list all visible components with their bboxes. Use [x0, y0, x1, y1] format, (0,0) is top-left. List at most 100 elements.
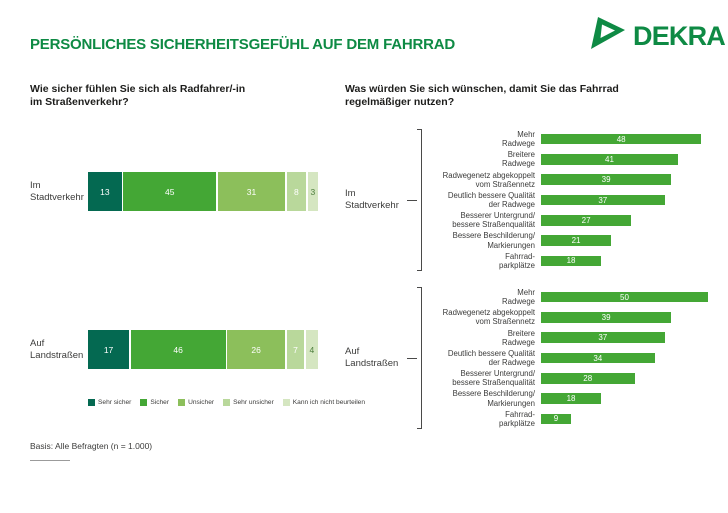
group-label-line: Auf [345, 346, 360, 358]
bar-label: Deutlich bessere Qualität der Radwege [422, 191, 541, 209]
bar-label-line: Bessere Beschilderung/ [452, 389, 535, 399]
bar-label-line: Deutlich bessere Qualität [447, 190, 535, 200]
bar-label-line: Radwegenetz abgekoppelt [442, 308, 535, 318]
group-label: Im Stadtverkehr [345, 188, 407, 212]
stacked-bar-row: Auf Landstraßen 17 46 26 7 4 [30, 330, 318, 369]
stacked-bar-row: Im Stadtverkehr 13 45 31 8 3 [30, 172, 318, 211]
legend-item: Sicher [140, 399, 169, 406]
stacked-segment: 31 [217, 172, 286, 211]
bar-label-line: Radwegenetz abgekoppelt [442, 170, 535, 180]
bar-value: 39 [601, 312, 611, 322]
bar-label-line: Deutlich bessere Qualität [447, 348, 535, 358]
bar-label-line: vom Straßennetz [475, 179, 535, 189]
legend-swatch [223, 399, 231, 406]
segment-value: 31 [246, 186, 257, 197]
bar-label-line: Breitere [507, 328, 535, 338]
bar-row: Fahrrad-parkplätze 18 [422, 251, 701, 271]
question-safety-line1: Wie sicher fühlen Sie sich als Radfahrer… [30, 83, 246, 95]
bar-value: 18 [566, 394, 576, 404]
legend-label: Sehr sicher [98, 399, 132, 406]
question-wishes-line1: Was würden Sie sich wünschen, damit Sie … [345, 83, 619, 95]
segment-value: 13 [100, 186, 110, 197]
stacked-segment: 8 [286, 172, 307, 211]
bar-label-line: Bessere Beschilderung/ [452, 231, 535, 241]
bar-label-line: parkplätze [499, 418, 535, 428]
question-safety-line2: im Straßenverkehr? [30, 96, 129, 108]
basis-note: Basis: Alle Befragten (n = 1.000) [30, 441, 153, 451]
bar-value: 39 [601, 175, 611, 185]
bar-label-line: Mehr [517, 129, 535, 139]
bar-value: 18 [566, 256, 576, 266]
stacked-segment: 26 [227, 330, 286, 369]
bar: 34 [541, 352, 655, 364]
bar: 27 [541, 215, 632, 226]
bar-label-line: Radwege [502, 337, 535, 347]
bar: 37 [541, 332, 665, 343]
bar-label-line: Markierungen [487, 398, 535, 408]
bar: 9 [541, 413, 572, 425]
page-title: PERSÖNLICHES SICHERHEITSGEFÜHL AUF DEM F… [30, 36, 455, 53]
bar-value: 21 [571, 236, 581, 246]
bar-row: Radwegenetz abgekoppelt vom Straßennetz 39 [422, 170, 701, 190]
question-wishes: Was würden Sie sich wünschen, damit Sie … [345, 83, 619, 109]
legend-label: Kann ich nicht beurteilen [292, 399, 365, 406]
legend: Sehr sicher Sicher Unsicher Sehr unsicher Ka… [88, 399, 365, 406]
bar-value: 41 [605, 154, 614, 164]
bar-group: Im Stadtverkehr Mehr Radwege 48 Breitere Radwe… [345, 129, 702, 272]
bar-label-line: bessere Straßenqualität [452, 378, 535, 388]
group-bracket [417, 129, 422, 272]
group-label: Auf Landstraßen [345, 346, 407, 370]
bar-label-line: Radwege [502, 139, 535, 149]
bar-label: Fahrrad-parkplätze [422, 410, 541, 428]
stacked-segment: 7 [286, 330, 305, 369]
bar-label: Deutlich bessere Qualität der Radwege [422, 349, 541, 367]
legend-item: Kann ich nicht beurteilen [282, 399, 365, 406]
bar-value: 48 [616, 134, 626, 144]
bar-label-line: Radwege [502, 159, 535, 169]
bar-label: Breitere Radwege [422, 329, 541, 347]
bar-label: Bessere Beschilderung/Markierungen [422, 231, 541, 249]
bar-label-line: der Radwege [488, 358, 535, 368]
bar-row: Besserer Untergrund/bessere Straßenquali… [422, 210, 701, 230]
segment-value: 45 [165, 186, 175, 197]
bar-value: 27 [581, 215, 591, 225]
bar: 18 [541, 255, 602, 267]
bar-label: Mehr Radwege [422, 288, 541, 306]
bar-label-line: Radwege [502, 297, 535, 307]
bar-label: Radwegenetz abgekoppelt vom Straßennetz [422, 171, 541, 189]
bar: 28 [541, 373, 635, 384]
legend-item: Unsicher [178, 399, 214, 406]
category-label-line: Landstraßen [30, 349, 84, 361]
group-label-line: Im [345, 188, 356, 200]
legend-item: Sehr sicher [88, 399, 131, 406]
stacked-bar: 13 45 31 8 3 [88, 172, 318, 211]
stacked-segment: 13 [88, 172, 122, 211]
bar-value: 37 [598, 333, 608, 343]
group-label-line: Stadtverkehr [345, 200, 399, 212]
group-tick [407, 357, 417, 359]
bar-value: 37 [598, 195, 608, 205]
segment-value: 4 [309, 344, 315, 355]
bar-row: Radwegenetz abgekoppelt vom Straßennetz 39 [422, 307, 708, 327]
bar-value: 50 [620, 292, 629, 302]
bar-label-line: vom Straßennetz [475, 317, 535, 327]
bar-label: Besserer Untergrund/bessere Straßenquali… [422, 369, 541, 387]
bar-label-line: Fahrrad- [505, 251, 535, 261]
question-wishes-line2: regelmäßiger nutzen? [345, 96, 455, 108]
segment-value: 3 [310, 186, 316, 197]
segment-value: 46 [173, 344, 183, 355]
bar-value: 28 [583, 373, 593, 383]
bar-row: Fahrrad-parkplätze 9 [422, 409, 708, 429]
category-label: Im Stadtverkehr [30, 180, 88, 204]
bar-label-line: Besserer Untergrund/ [460, 211, 535, 221]
question-safety: Wie sicher fühlen Sie sich als Radfahrer… [30, 83, 245, 109]
stacked-bar: 17 46 26 7 4 [88, 330, 318, 369]
stacked-segment: 45 [123, 172, 217, 211]
bar: 41 [541, 154, 678, 165]
bar: 37 [541, 194, 665, 206]
bar-row: Deutlich bessere Qualität der Radwege 34 [422, 348, 708, 368]
bar-row: Bessere Beschilderung/Markierungen 18 [422, 388, 708, 408]
dekra-arrow-icon [590, 17, 626, 55]
category-label: Auf Landstraßen [30, 338, 88, 362]
